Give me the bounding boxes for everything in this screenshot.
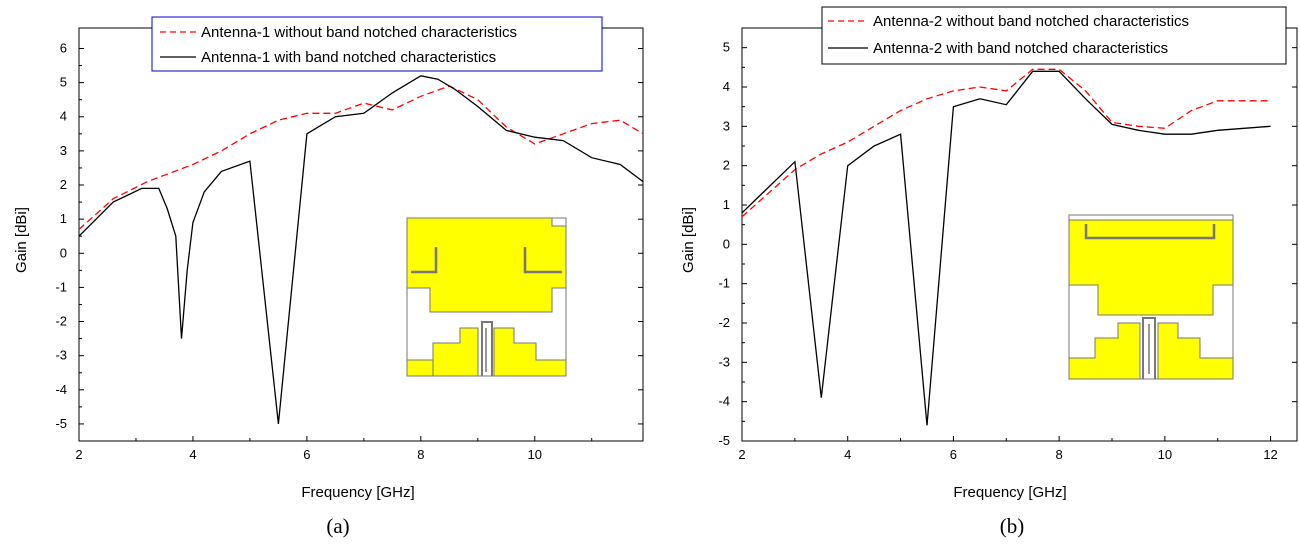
ground-plane — [406, 327, 567, 377]
x-tick-label: 4 — [844, 447, 851, 462]
y-axis-label-b: Gain [dBi] — [680, 207, 697, 273]
caption-a: (a) — [326, 514, 349, 538]
y-axis-label-a: Gain [dBi] — [13, 207, 30, 273]
x-tick-label: 4 — [189, 447, 196, 462]
x-tick-label: 10 — [1158, 447, 1172, 462]
x-tick-label: 8 — [1056, 447, 1063, 462]
x-tick-label: 2 — [75, 447, 82, 462]
y-tick-label: -1 — [55, 279, 67, 294]
x-tick-label: 2 — [738, 447, 745, 462]
x-axis-label-b: Frequency [GHz] — [953, 484, 1066, 501]
y-tick-label: 6 — [60, 40, 67, 55]
x-tick-label: 8 — [417, 447, 424, 462]
x-tick-label: 12 — [1263, 447, 1277, 462]
caption-b: (b) — [1000, 514, 1025, 538]
l-slot-left — [411, 247, 438, 274]
antenna-2-layout-inset — [1068, 214, 1234, 380]
x-tick-label: 10 — [528, 447, 542, 462]
y-tick-label: -4 — [718, 394, 730, 409]
ground-plane — [1068, 322, 1234, 380]
y-tick-label: 0 — [723, 236, 730, 251]
series-line-with-notch — [741, 70, 1271, 426]
y-tick-label: -1 — [718, 276, 730, 291]
y-tick-label: 5 — [60, 75, 67, 90]
legend-frame-a — [151, 16, 603, 72]
x-axis-label-a: Frequency [GHz] — [301, 484, 414, 501]
series-layer-b — [741, 68, 1271, 426]
legend-label-with-b: Antenna-2 with band notched characterist… — [873, 40, 1168, 57]
y-tick-label: 3 — [723, 118, 730, 133]
y-tick-label: -5 — [55, 416, 67, 431]
y-tick-label: 1 — [60, 211, 67, 226]
y-axis-a: -5 -4 -3 -2 -1 0 1 2 3 4 5 6 — [55, 40, 643, 431]
series-line-without-notch — [741, 68, 1271, 218]
x-tick-label: 6 — [303, 447, 310, 462]
legend-b: Antenna-2 without band notched character… — [821, 6, 1287, 65]
y-tick-label: 4 — [723, 79, 730, 94]
legend-label-with-a: Antenna-1 with band notched characterist… — [201, 49, 496, 66]
legend-a: Antenna-1 without band notched character… — [151, 16, 603, 72]
y-tick-label: 1 — [723, 197, 730, 212]
legend-frame-b — [821, 6, 1287, 65]
l-slot-right — [523, 247, 562, 274]
chart-a: 2 4 6 8 10 -5 -4 -3 -2 -1 0 1 2 3 4 5 6 Frequency [GHz]… — [13, 16, 644, 538]
y-tick-label: -3 — [55, 348, 67, 363]
y-axis-b: -5 -4 -3 -2 -1 0 1 2 3 4 5 — [718, 40, 1297, 448]
radiating-patch — [1068, 219, 1234, 316]
radiating-patch — [406, 217, 567, 313]
y-tick-label: 5 — [723, 40, 730, 55]
y-tick-label: -2 — [718, 315, 730, 330]
series-layer-a — [78, 75, 644, 424]
x-tick-label: 6 — [950, 447, 957, 462]
feed-line — [481, 321, 493, 376]
y-tick-label: -2 — [55, 314, 67, 329]
y-tick-label: -3 — [718, 354, 730, 369]
series-line-with-notch — [78, 75, 644, 424]
legend-label-without-a: Antenna-1 without band notched character… — [201, 24, 517, 41]
y-tick-label: 2 — [60, 177, 67, 192]
feed-line — [1142, 317, 1156, 379]
y-tick-label: 3 — [60, 143, 67, 158]
legend-label-without-b: Antenna-2 without band notched character… — [873, 13, 1189, 30]
y-tick-label: -4 — [55, 382, 67, 397]
y-tick-label: 0 — [60, 245, 67, 260]
series-line-without-notch — [78, 85, 644, 230]
y-tick-label: 4 — [60, 109, 67, 124]
y-tick-label: -5 — [718, 433, 730, 448]
antenna-1-layout-inset — [406, 217, 567, 377]
u-slot — [1084, 224, 1216, 240]
y-tick-label: 2 — [723, 158, 730, 173]
